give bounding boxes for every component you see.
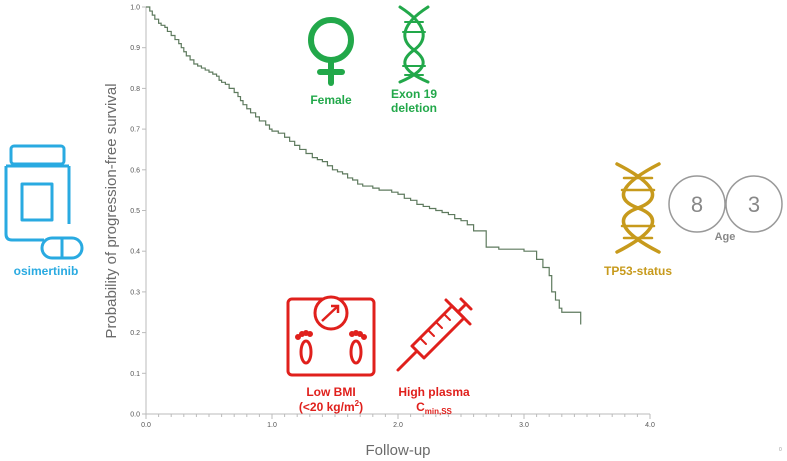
x-tick-label: 2.0 — [393, 422, 403, 429]
y-tick-label: 1.0 — [130, 5, 140, 12]
y-tick-label: 0.2 — [130, 330, 140, 337]
age-badge: 8 3 Age — [668, 175, 783, 243]
y-tick-label: 0.8 — [130, 86, 140, 93]
y-tick-label: 0.6 — [130, 167, 140, 174]
female-symbol-icon — [308, 17, 354, 86]
tick-labels: 0.0 0.1 0.2 0.3 0.4 0.5 0.6 0.7 0.8 0.9 1.0 0.0 1.0 2… — [130, 5, 655, 430]
age-circle-1 — [668, 175, 726, 233]
age-digit-1: 8 — [691, 192, 703, 217]
age-digit-2: 3 — [748, 192, 760, 217]
corner-mark: 0 — [779, 447, 782, 453]
x-axis-title: Follow-up — [365, 442, 430, 459]
y-tick-label: 0.7 — [130, 127, 140, 134]
exon-label-line-2: deletion — [391, 101, 437, 115]
y-tick-label: 0.0 — [130, 412, 140, 419]
y-tick-label: 0.1 — [130, 371, 140, 378]
tick-marks — [142, 6, 651, 419]
female-label: Female — [310, 93, 352, 107]
age-circle-2 — [725, 175, 783, 233]
medicine-bottle-icon — [4, 144, 71, 242]
bathroom-scale-icon — [286, 295, 376, 377]
plasma-label-line-1: High plasma — [398, 385, 470, 399]
y-tick-label: 0.5 — [130, 208, 140, 215]
survival-curve — [146, 6, 582, 325]
plasma-label-line-2: Cmin,SS — [416, 400, 452, 416]
y-tick-label: 0.3 — [130, 289, 140, 296]
syringe-icon — [396, 297, 473, 372]
exon-label-line-1: Exon 19 — [391, 87, 437, 101]
tp53-label: TP53-status — [604, 264, 672, 278]
bmi-label-line-1: Low BMI — [306, 385, 355, 399]
y-axis-title: Probability of progression-free survival — [103, 83, 120, 338]
dna-icon — [398, 5, 430, 84]
bmi-label-line-2: (<20 kg/m2) — [299, 399, 363, 414]
y-tick-label: 0.9 — [130, 45, 140, 52]
age-label: Age — [715, 231, 736, 243]
dna-icon — [615, 162, 661, 254]
x-tick-label: 3.0 — [519, 422, 529, 429]
axes — [145, 7, 650, 415]
pill-icon — [40, 236, 84, 260]
x-tick-label: 4.0 — [645, 422, 655, 429]
x-tick-label: 1.0 — [267, 422, 277, 429]
osimertinib-label: osimertinib — [14, 264, 79, 278]
series-group — [146, 6, 582, 325]
x-tick-label: 0.0 — [141, 422, 151, 429]
y-tick-label: 0.4 — [130, 249, 140, 256]
